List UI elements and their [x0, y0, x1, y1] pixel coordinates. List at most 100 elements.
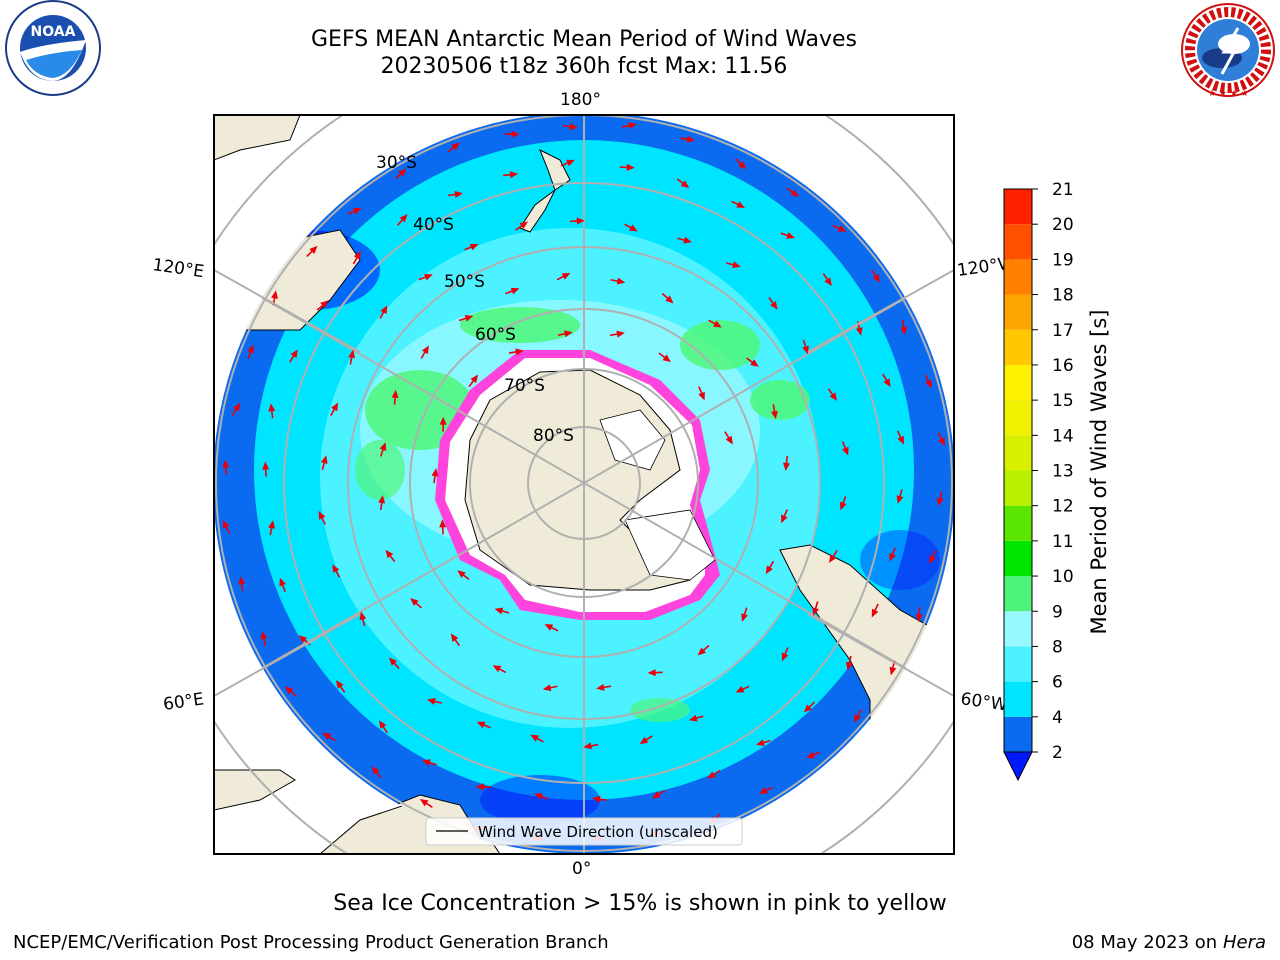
wave-arrow-head [371, 766, 380, 775]
lat-label-60s: 60°S [475, 325, 516, 345]
noaa-logo: NOAA [5, 0, 101, 96]
wave-arrow-head [790, 189, 799, 198]
wave-arrow-head [534, 793, 543, 800]
wave-arrow-head [871, 608, 879, 618]
wave-arrow-head [318, 511, 326, 520]
lon-label-60e: 60°E [162, 689, 205, 714]
wave-arrow-head [515, 348, 524, 356]
wave-arrow-head [781, 514, 788, 524]
wave-arrow-head [439, 416, 447, 425]
land-nz-north [539, 148, 571, 191]
wave-arrow-head [238, 576, 246, 585]
noaa-logo-text: NOAA [31, 24, 76, 40]
wave-arrow-head [222, 459, 230, 468]
wave-arrow-head [583, 742, 592, 750]
wave-arrow-head [378, 720, 387, 729]
wave-arrow-head [475, 783, 484, 791]
wave-arrow-head [431, 468, 439, 477]
colorbar-segment [1004, 224, 1032, 260]
wave-arrow-head [279, 577, 286, 587]
wave-arrow-head [936, 497, 944, 507]
land-corner-sw [214, 769, 296, 811]
wave-arrow-head [309, 245, 318, 254]
wave-arrow-head [427, 698, 436, 705]
wave-arrow-head [268, 403, 276, 412]
colorbar-tick-label: 2 [1052, 743, 1063, 763]
map-frame [213, 114, 955, 855]
wave-arrow-head [883, 378, 891, 388]
wave-arrow-head [454, 191, 463, 198]
wave-arrow-head [616, 277, 626, 285]
wave-patch-dark-2 [480, 775, 600, 825]
lon-label-0: 0° [572, 859, 591, 879]
wave-arrow-head [759, 787, 768, 794]
footer-date: 08 May 2023 on Hera [1072, 932, 1266, 953]
colorbar: 2 4 6 8 9 10 11 12 13 14 15 16 17 18 19 20 21 [1003, 180, 1074, 782]
wave-arrow-head [542, 684, 552, 692]
colorbar-tick-label: 19 [1052, 250, 1074, 270]
wave-arrow-head [698, 391, 705, 401]
lon-label-180: 180° [560, 90, 601, 110]
colorbar-segment [1004, 364, 1032, 401]
wave-arrow-head [391, 389, 399, 399]
wave-arrow-head [439, 519, 447, 528]
chart-title: GEFS MEAN Antarctic Mean Period of Wind … [311, 27, 857, 52]
wave-arrow-head [725, 435, 733, 445]
wave-arrow-head [824, 277, 832, 286]
colorbar-tick-label: 6 [1052, 673, 1063, 693]
wave-patch-6 [630, 698, 690, 722]
lat-label-80s: 80°S [533, 426, 574, 446]
wave-arrow-head [786, 232, 795, 239]
wave-arrow-head [464, 314, 474, 322]
wave-arrow-head [616, 330, 625, 338]
colorbar-tick-label: 21 [1052, 180, 1074, 200]
colorbar-segment [1004, 716, 1032, 752]
colorbar-tick-label: 10 [1052, 567, 1074, 587]
wave-arrow-head [284, 686, 294, 695]
lon-label-120e: 120°E [151, 255, 205, 282]
lat-label-40s: 40°S [413, 215, 454, 235]
wave-arrow-head [686, 135, 696, 143]
colorbar-tick-label: 20 [1052, 215, 1074, 235]
wave-arrow-head [829, 392, 838, 401]
weddell-ice [624, 509, 716, 581]
wave-arrow-head [519, 221, 529, 229]
colorbar-segment [1004, 646, 1032, 682]
wave-arrow-head [352, 207, 362, 215]
wave-arrow-head [707, 771, 716, 779]
wave-arrow-head [925, 379, 932, 389]
wave-arrow-head [592, 795, 601, 803]
colorbar-label: Mean Period of Wind Waves [s] [1087, 310, 1111, 635]
wave-patch-5 [355, 440, 405, 500]
wave-arrow-head [331, 402, 339, 412]
wave-arrow-head [419, 798, 429, 807]
wave-arrow-head [647, 669, 656, 677]
wave-arrow-head [298, 635, 308, 644]
lat-label-30s: 30°S [376, 153, 417, 173]
wave-arrow-head [626, 163, 635, 171]
wave-arrow-head [322, 732, 332, 740]
ross-ice-shelf [599, 409, 666, 471]
wave-arrow-head [837, 225, 847, 232]
wave-arrow-head [232, 402, 241, 412]
wave-arrow-head [424, 273, 433, 281]
wave-arrow-head [735, 686, 745, 693]
colorbar-segment [1004, 400, 1032, 436]
wave-arrow-head [569, 123, 578, 131]
wave-arrow-head [781, 652, 789, 662]
wave-arrow-head [756, 739, 765, 746]
wave-arrow-head [469, 243, 479, 251]
wave-arrow-head [665, 295, 674, 304]
map-legend: Wind Wave Direction (unscaled) [425, 817, 743, 846]
wave-arrow-head [348, 349, 356, 359]
colorbar-tick-label: 18 [1052, 286, 1074, 306]
wave-arrow-head [320, 300, 329, 309]
wave-arrow-head [262, 461, 270, 470]
wave-arrow-head [750, 359, 759, 367]
colorbar-tick-label: 12 [1052, 497, 1074, 517]
colorbar-tick-label: 14 [1052, 426, 1074, 446]
colorbar-segment [1004, 576, 1032, 612]
wave-arrow-head [812, 607, 820, 616]
wave-arrow-head [378, 495, 386, 504]
